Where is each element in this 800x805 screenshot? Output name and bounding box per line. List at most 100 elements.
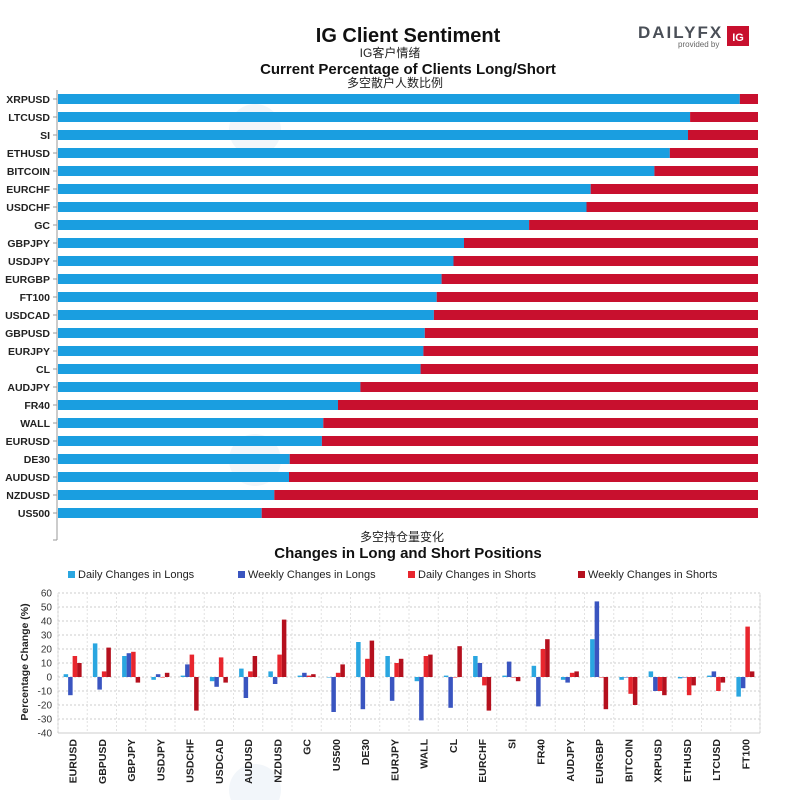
long-bar-eurusd <box>58 436 322 446</box>
change-bar-xrpusd-2 <box>657 677 663 691</box>
chart1-category-label: EURUSD <box>6 436 51 448</box>
change-bar-ethusd-1 <box>682 677 687 678</box>
long-bar-de30 <box>58 454 290 464</box>
change-bar-xrpusd-3 <box>662 677 667 696</box>
change-bar-bitcoin-0 <box>619 677 624 680</box>
chart1-category-label: DE30 <box>24 454 50 466</box>
change-bar-wall-2 <box>423 656 429 677</box>
long-bar-audjpy <box>58 382 361 392</box>
chart2-y-tick-label: 30 <box>41 631 53 642</box>
logo-text: DAILYFX <box>638 23 723 42</box>
change-bar-eurjpy-2 <box>394 663 399 677</box>
chart2-category-label: EURCHF <box>477 738 489 782</box>
change-bar-ethusd-3 <box>691 677 696 686</box>
short-bar-eurusd <box>321 436 758 446</box>
chart2-y-tick-label: 40 <box>41 617 53 628</box>
short-bar-us500 <box>261 508 758 518</box>
chart1-category-label: FR40 <box>24 400 50 412</box>
chart1-category-label: ETHUSD <box>7 148 51 160</box>
change-bar-gbpjpy-0 <box>122 656 127 677</box>
chart2-title: Changes in Long and Short Positions <box>274 545 542 562</box>
chart2-category-label: USDCHF <box>185 738 197 782</box>
chart2-category-label: CL <box>448 738 460 753</box>
legend-swatch <box>578 571 585 578</box>
legend-swatch <box>408 571 415 578</box>
change-bar-cl-0 <box>443 675 449 677</box>
chart1-category-label: BITCOIN <box>7 166 50 178</box>
short-bar-eurchf <box>590 184 758 194</box>
chart1-category-label: USDCHF <box>6 202 50 214</box>
change-bar-eurusd-2 <box>72 656 78 677</box>
change-bar-xrpusd-0 <box>648 671 654 677</box>
chart1-category-label: US500 <box>18 508 50 520</box>
change-bar-audjpy-0 <box>560 677 566 680</box>
chart1-category-label: LTCUSD <box>8 112 50 124</box>
change-bar-eurjpy-1 <box>389 677 395 701</box>
chart2-category-label: AUDJPY <box>565 739 577 782</box>
long-bar-ltcusd <box>58 112 691 122</box>
chart2-category-label: BITCOIN <box>623 739 635 782</box>
change-bar-bitcoin-3 <box>632 677 638 705</box>
short-bar-nzdusd <box>274 490 758 500</box>
change-bar-audusd-1 <box>243 677 249 698</box>
change-bar-eurchf-1 <box>477 663 483 677</box>
change-bar-gc-1 <box>302 672 307 677</box>
change-bar-usdjpy-2 <box>160 677 165 678</box>
sentiment-ratio-chart: XRPUSD LTCUSD SI ETHUSD BITCOIN EURCHF USDCHF G… <box>5 90 758 541</box>
page-title: IG Client Sentiment <box>316 25 501 47</box>
legend-swatch <box>238 571 245 578</box>
change-bar-de30-0 <box>356 642 361 677</box>
chart2-subtitle: 多空持仓量变化 <box>360 529 444 544</box>
change-bar-ltcusd-1 <box>711 671 717 677</box>
change-bar-nzdusd-3 <box>281 619 287 677</box>
change-bar-bitcoin-1 <box>623 677 629 678</box>
change-bar-gbpusd-2 <box>101 671 107 677</box>
change-bar-de30-1 <box>360 677 366 710</box>
short-bar-audjpy <box>360 382 758 392</box>
chart1-category-label: FT100 <box>20 292 51 304</box>
short-bar-ft100 <box>436 292 758 302</box>
change-bar-eurusd-1 <box>68 677 73 696</box>
change-bar-eurgbp-1 <box>594 601 600 677</box>
chart2-y-tick-label: -10 <box>38 687 53 698</box>
chart2-category-label: FR40 <box>536 739 548 765</box>
change-bar-eurusd-3 <box>77 663 82 677</box>
change-bar-audjpy-2 <box>569 672 575 677</box>
change-bar-eurgbp-3 <box>603 677 609 710</box>
chart2-category-label: US500 <box>331 739 343 771</box>
change-bar-gbpusd-1 <box>97 677 102 690</box>
chart2-category-label: EURJPY <box>389 739 401 781</box>
chart1-category-label: AUDUSD <box>5 472 50 484</box>
change-bar-fr40-0 <box>531 665 537 677</box>
chart1-category-label: EURCHF <box>6 184 50 196</box>
change-bar-de30-2 <box>365 658 370 677</box>
change-bar-usdchf-0 <box>180 675 186 677</box>
change-bar-audusd-3 <box>252 656 258 677</box>
dailyfx-logo: DAILYFX provided by IG <box>638 23 749 49</box>
change-bar-cl-3 <box>457 646 462 677</box>
page-title-cn: IG客户情绪 <box>360 45 421 60</box>
change-bar-si-0 <box>502 675 507 677</box>
change-bar-usdchf-2 <box>189 654 195 677</box>
long-bar-audusd <box>58 472 289 482</box>
chart1-category-label: WALL <box>20 418 50 430</box>
short-bar-usdjpy <box>453 256 758 266</box>
change-bar-ltcusd-3 <box>720 677 726 683</box>
position-changes-chart: -40 -30 -20 -10 0 10 20 30 40 50 60 EURUSD GBPUSD GBP… <box>38 589 761 784</box>
chart2-y-tick-label: -40 <box>38 729 53 740</box>
change-bar-audusd-2 <box>248 671 253 677</box>
long-bar-eurchf <box>58 184 591 194</box>
legend-swatch <box>68 571 75 578</box>
chart2-y-tick-label: -30 <box>38 715 53 726</box>
change-bar-ft100-2 <box>745 626 750 677</box>
long-bar-usdcad <box>58 310 434 320</box>
long-bar-usdchf <box>58 202 587 212</box>
long-bar-nzdusd <box>58 490 275 500</box>
short-bar-ltcusd <box>690 112 758 122</box>
long-bar-gbpusd <box>58 328 425 338</box>
change-bar-nzdusd-1 <box>272 677 278 684</box>
short-bar-gbpusd <box>424 328 758 338</box>
chart2-y-tick-label: -20 <box>38 701 53 712</box>
